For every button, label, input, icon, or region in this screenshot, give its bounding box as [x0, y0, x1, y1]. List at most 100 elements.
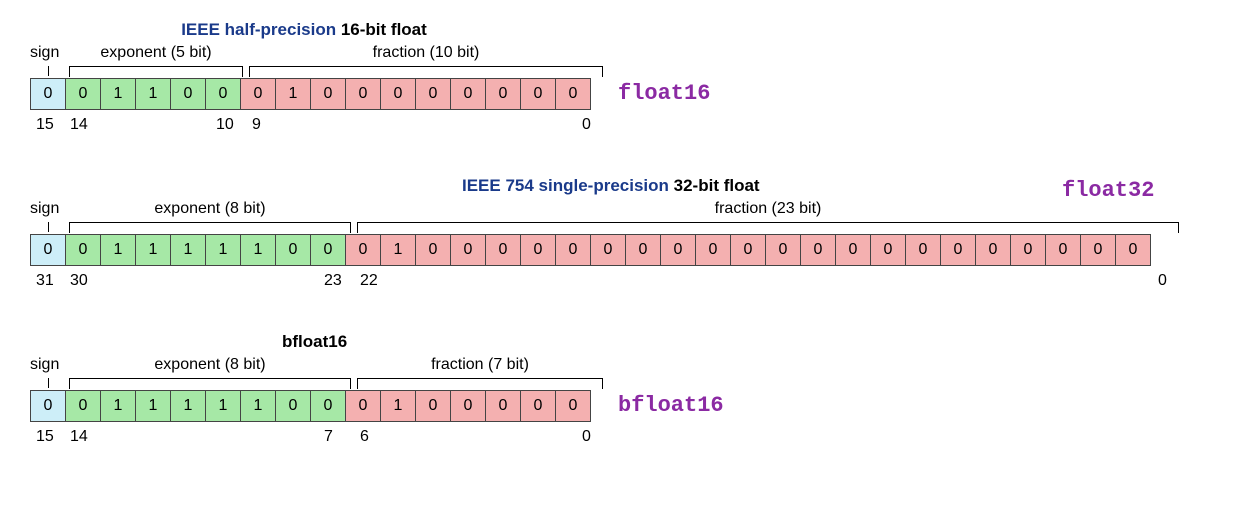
fraction-bit: 0	[835, 234, 871, 266]
field-labels: sign exponent (8 bit)fraction (7 bit)	[30, 356, 1226, 378]
sign-bit: 0	[30, 78, 66, 110]
fraction-bit: 0	[345, 78, 381, 110]
exponent-bit: 0	[65, 390, 101, 422]
brackets	[30, 66, 1226, 78]
bit-indices: 313023220	[30, 272, 1226, 294]
fraction-bit: 0	[415, 78, 451, 110]
fraction-bit: 0	[450, 78, 486, 110]
fraction-bit: 0	[520, 390, 556, 422]
sign-bit: 0	[30, 234, 66, 266]
fraction-bit: 0	[485, 234, 521, 266]
exponent-bit: 1	[135, 78, 171, 110]
float-formats-diagram: IEEE half-precision 16-bit float sign expo…	[30, 20, 1226, 450]
exponent-label: exponent (5 bit)	[66, 44, 246, 62]
fraction-bit: 0	[520, 78, 556, 110]
fraction-bit: 0	[590, 234, 626, 266]
fraction-bit: 0	[415, 390, 451, 422]
fraction-bit: 1	[380, 234, 416, 266]
sign-tick	[48, 378, 49, 388]
index-exp-start: 30	[70, 272, 88, 290]
exponent-bit: 0	[275, 234, 311, 266]
exponent-bit: 1	[135, 390, 171, 422]
index-exp-end: 7	[324, 428, 333, 446]
exponent-label: exponent (8 bit)	[66, 356, 354, 374]
fraction-bit: 0	[905, 234, 941, 266]
title-suffix: 32-bit float	[674, 176, 760, 195]
exponent-bit: 1	[205, 390, 241, 422]
fraction-bit: 0	[695, 234, 731, 266]
format-title: bfloat16	[282, 332, 1226, 352]
fraction-bit: 0	[940, 234, 976, 266]
fraction-bit: 0	[485, 78, 521, 110]
brackets	[30, 378, 1226, 390]
index-msb: 31	[36, 272, 54, 290]
exponent-bit: 1	[240, 234, 276, 266]
sign-tick	[48, 66, 49, 76]
fraction-bit: 0	[310, 78, 346, 110]
sign-bit: 0	[30, 390, 66, 422]
exponent-label: exponent (8 bit)	[66, 200, 354, 218]
fraction-bit: 0	[380, 78, 416, 110]
exponent-bit: 1	[100, 78, 136, 110]
exponent-bit: 1	[240, 390, 276, 422]
fraction-bit: 0	[415, 234, 451, 266]
index-lsb: 0	[582, 428, 591, 446]
index-frac-start: 6	[360, 428, 369, 446]
fraction-bit: 0	[1045, 234, 1081, 266]
format-float32: IEEE 754 single-precision 32-bit floatsi…	[30, 176, 1226, 294]
bits-row: 0011111000100000bfloat16	[30, 390, 1226, 422]
exponent-bracket	[69, 222, 351, 232]
title-prefix: IEEE half-precision	[181, 20, 341, 39]
exponent-bit: 0	[205, 78, 241, 110]
title-suffix: bfloat16	[282, 332, 347, 351]
format-title: IEEE half-precision 16-bit float	[181, 20, 1226, 40]
index-exp-start: 14	[70, 116, 88, 134]
fraction-bit: 0	[240, 78, 276, 110]
fraction-bit: 0	[660, 234, 696, 266]
fraction-bit: 0	[345, 390, 381, 422]
brackets	[30, 222, 1226, 234]
fraction-bit: 0	[520, 234, 556, 266]
bits-row: 0011000100000000float16	[30, 78, 1226, 110]
bits-row: 00111110001000000000000000000000	[30, 234, 1226, 266]
bit-indices: 15 14 10 9 0	[30, 116, 1226, 138]
fraction-bit: 0	[765, 234, 801, 266]
fraction-label: fraction (10 bit)	[246, 44, 606, 62]
fraction-bit: 0	[555, 390, 591, 422]
format-float16: IEEE half-precision 16-bit float sign expo…	[30, 20, 1226, 138]
exponent-bit: 0	[170, 78, 206, 110]
exponent-bit: 0	[275, 390, 311, 422]
index-exp-start: 14	[70, 428, 88, 446]
index-frac-start: 9	[252, 116, 261, 134]
sign-label: sign	[30, 356, 59, 374]
exponent-bit: 1	[170, 234, 206, 266]
index-exp-end: 10	[216, 116, 234, 134]
type-label: float16	[618, 81, 710, 106]
fraction-bit: 0	[625, 234, 661, 266]
fraction-bit: 0	[1080, 234, 1116, 266]
fraction-bit: 1	[275, 78, 311, 110]
fraction-label: fraction (7 bit)	[354, 356, 606, 374]
format-bfloat16: bfloat16 sign exponent (8 bit)fraction (7 …	[30, 332, 1226, 450]
fraction-bit: 0	[555, 78, 591, 110]
fraction-bracket	[249, 66, 603, 76]
exponent-bit: 0	[310, 234, 346, 266]
fraction-bit: 0	[870, 234, 906, 266]
field-labels: sign exponent (5 bit)fraction (10 bit)	[30, 44, 1226, 66]
fraction-bracket	[357, 378, 603, 388]
index-msb: 15	[36, 116, 54, 134]
exponent-bit: 1	[135, 234, 171, 266]
fraction-bit: 0	[450, 234, 486, 266]
type-label: float32	[1062, 178, 1154, 203]
fraction-bit: 0	[555, 234, 591, 266]
exponent-bracket	[69, 378, 351, 388]
exponent-bit: 1	[205, 234, 241, 266]
index-lsb: 0	[582, 116, 591, 134]
sign-label: sign	[30, 44, 59, 62]
exponent-bit: 0	[310, 390, 346, 422]
sign-label: sign	[30, 200, 59, 218]
fraction-bit: 1	[380, 390, 416, 422]
exponent-bit: 0	[65, 234, 101, 266]
fraction-bracket	[357, 222, 1179, 232]
type-label: bfloat16	[618, 393, 724, 418]
